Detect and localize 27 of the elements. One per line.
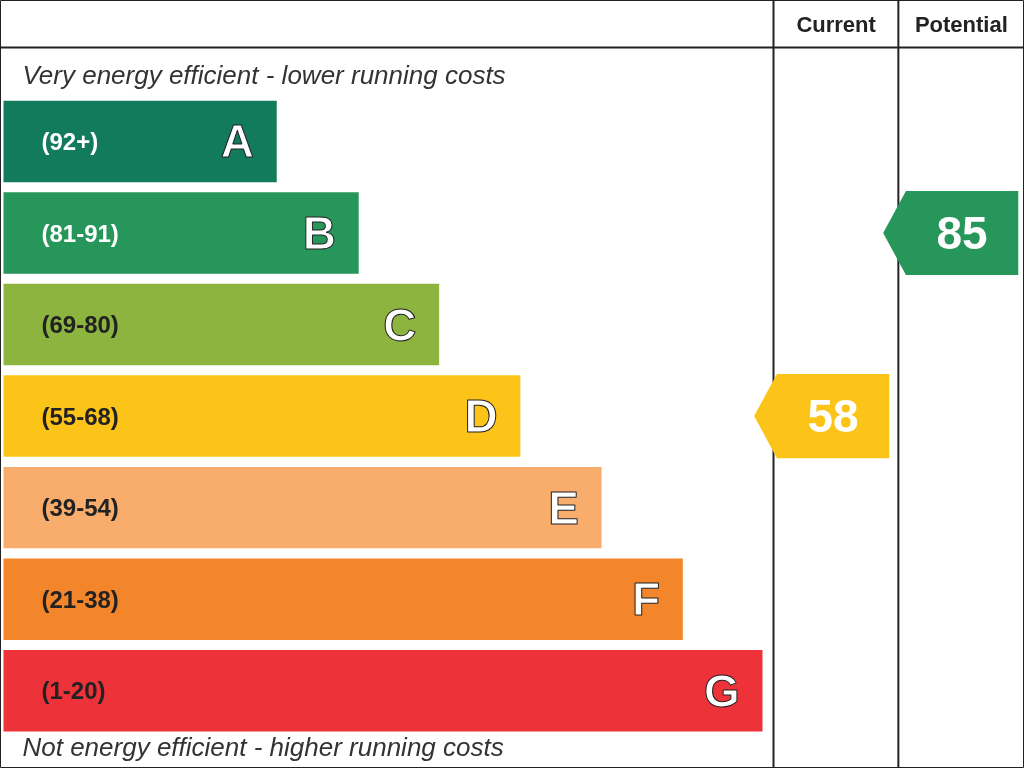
y-tick-label: B (302, 207, 336, 260)
annotation: (21-38) (41, 585, 119, 613)
text: Very energy efficient - lower running costs (22, 59, 506, 90)
text: Potential (914, 11, 1008, 37)
bar (3, 558, 683, 640)
y-tick-label: F (631, 573, 661, 626)
bar (3, 192, 359, 274)
y-tick-label: A (220, 115, 254, 168)
y-tick-label: C (383, 298, 417, 351)
annotation: (39-54) (41, 494, 119, 522)
y-tick-label: E (548, 481, 579, 534)
bar (3, 466, 602, 549)
annotation: (55-68) (41, 402, 119, 430)
bar (3, 100, 277, 183)
y-tick-label: G (703, 664, 740, 717)
annotation: (92+) (41, 127, 99, 155)
bar (3, 649, 763, 732)
bar (3, 283, 440, 366)
text: Current (796, 11, 877, 37)
text: 85 (936, 207, 988, 260)
annotation: (1-20) (41, 677, 106, 705)
y-tick-label: D (464, 390, 498, 443)
bar (3, 375, 521, 457)
annotation: (81-91) (41, 219, 119, 247)
annotation: (69-80) (41, 311, 119, 339)
text: 58 (807, 390, 859, 443)
annotation: Not energy efficient - higher running costs (22, 732, 504, 763)
